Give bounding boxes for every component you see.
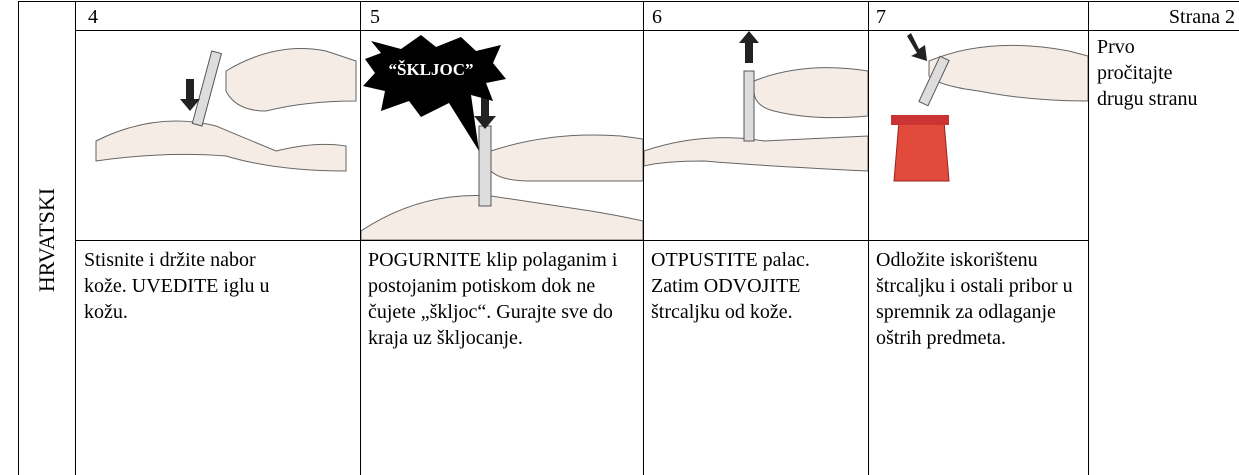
step-number: 4 xyxy=(88,6,98,28)
step-text: Stisnite i držite nabor kože. UVEDITE ig… xyxy=(84,249,270,323)
rule xyxy=(75,240,1088,241)
step-number: 6 xyxy=(652,6,662,28)
step-number: 7 xyxy=(876,6,886,28)
language-label: HRVATSKI xyxy=(34,187,59,293)
illustration xyxy=(891,33,1088,182)
note: Prvo pročitajte drugu stranu xyxy=(1097,36,1198,110)
illustration: “ŠKLJOC” xyxy=(361,35,643,240)
step-text: POGURNITE klip polaganim i postojanim po… xyxy=(368,249,618,349)
callout: “ŠKLJOC” xyxy=(388,60,473,79)
illustration xyxy=(644,31,868,172)
rule xyxy=(75,1,76,475)
rule xyxy=(1088,1,1089,475)
rule xyxy=(643,1,644,475)
page-label: Strana 2 xyxy=(1168,6,1235,28)
rule xyxy=(868,1,869,475)
step-text: Odložite iskorištenu štrcaljku i ostali … xyxy=(876,249,1073,349)
rule xyxy=(75,30,1239,31)
step-number: 5 xyxy=(370,6,380,28)
illustration xyxy=(95,48,357,172)
rule xyxy=(18,1,1239,2)
step-text: OTPUSTITE palac. Zatim ODVOJITE štrcaljk… xyxy=(651,249,810,323)
rule xyxy=(18,1,19,475)
